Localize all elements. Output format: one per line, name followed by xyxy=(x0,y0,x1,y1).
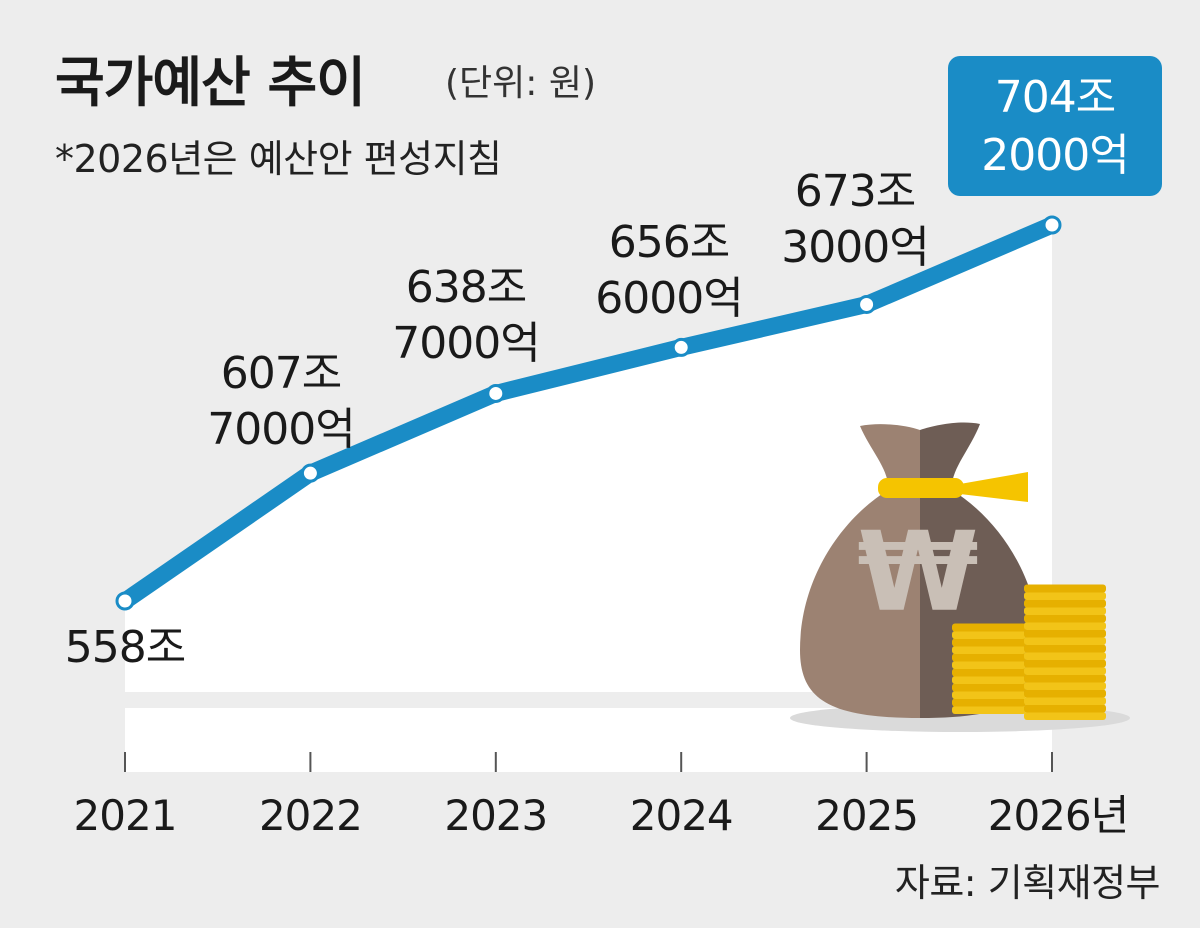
data-label: 656조 xyxy=(609,217,729,268)
coin xyxy=(1024,614,1106,623)
unit-label: (단위: 원) xyxy=(445,63,597,104)
data-label: 607조 xyxy=(221,348,341,399)
coin xyxy=(952,683,1026,692)
data-point xyxy=(115,591,135,611)
coin xyxy=(1024,667,1106,675)
coin xyxy=(952,653,1026,662)
coin xyxy=(1024,599,1106,608)
footnote: *2026년은 예산안 편성지침 xyxy=(55,137,502,181)
highlight-box xyxy=(948,56,1162,196)
coin xyxy=(1024,652,1106,660)
coin xyxy=(1024,704,1106,713)
data-label: 3000억 xyxy=(781,222,928,273)
won-symbol-icon: ₩ xyxy=(857,508,978,636)
coin xyxy=(952,646,1026,654)
coin xyxy=(1024,592,1106,600)
chart-title: 국가예산 추이 xyxy=(55,51,366,114)
data-point xyxy=(300,463,320,483)
data-point xyxy=(486,383,506,403)
coin xyxy=(952,623,1026,632)
data-label: 2000억 xyxy=(981,130,1128,181)
coin xyxy=(1024,697,1106,705)
coin xyxy=(952,631,1026,639)
coin xyxy=(952,676,1026,684)
data-label: 558조 xyxy=(65,622,185,673)
coin xyxy=(1024,659,1106,668)
money-illustration: ₩ xyxy=(790,422,1130,732)
coin xyxy=(1024,584,1106,593)
x-tick-label: 2023 xyxy=(444,791,547,840)
x-tick-label: 2021 xyxy=(74,791,177,840)
data-point xyxy=(1042,215,1062,235)
data-label: 673조 xyxy=(795,166,915,217)
data-point xyxy=(671,337,691,357)
coin xyxy=(952,661,1026,669)
coin xyxy=(1024,607,1106,615)
coin xyxy=(1024,682,1106,690)
tie-ribbon xyxy=(960,472,1028,502)
coin xyxy=(952,706,1026,714)
coin xyxy=(952,638,1026,647)
coin xyxy=(1024,622,1106,630)
data-label: 704조 xyxy=(995,72,1115,123)
data-label: 7000억 xyxy=(207,404,354,455)
coin xyxy=(952,698,1026,707)
coin xyxy=(1024,689,1106,698)
coin xyxy=(1024,644,1106,653)
data-label: 638조 xyxy=(406,262,526,313)
coin xyxy=(952,691,1026,699)
bag-tie xyxy=(878,478,964,498)
series-line xyxy=(116,216,1061,610)
coin xyxy=(1024,629,1106,638)
coin xyxy=(1024,637,1106,645)
data-label: 7000억 xyxy=(392,318,539,369)
x-tick-label: 2024 xyxy=(630,791,733,840)
x-tick-label: 2022 xyxy=(259,791,362,840)
coin xyxy=(1024,674,1106,683)
data-point xyxy=(857,294,877,314)
coin xyxy=(1024,712,1106,720)
x-tick-label: 2025 xyxy=(815,791,918,840)
source-credit: 자료: 기획재정부 xyxy=(894,861,1161,905)
data-label: 6000억 xyxy=(595,273,742,324)
coin xyxy=(952,668,1026,677)
x-tick-label: 2026년 xyxy=(988,791,1129,840)
